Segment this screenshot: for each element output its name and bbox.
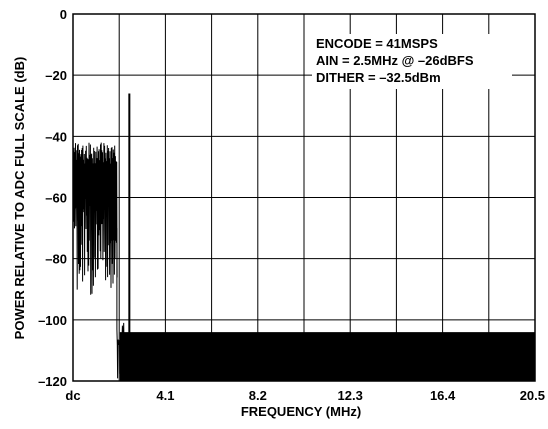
annotation-ain: AIN = 2.5MHz @ –26dBFS (316, 53, 474, 68)
annotation-encode: ENCODE = 41MSPS (316, 36, 438, 51)
y-tick-label: –100 (38, 313, 67, 328)
y-tick-labels: 0 –20 –40 –60 –80 –100 –120 (38, 7, 67, 389)
y-tick-label: 0 (60, 7, 67, 22)
x-tick-label: 20.5 (520, 388, 545, 403)
x-tick-label: 16.4 (430, 388, 456, 403)
x-tick-labels: dc 4.1 8.2 12.3 16.4 20.5 (65, 388, 545, 403)
annotation-box (312, 34, 512, 89)
y-axis-label: POWER RELATIVE TO ADC FULL SCALE (dB) (12, 57, 27, 340)
y-tick-label: –40 (45, 129, 67, 144)
y-tick-label: –20 (45, 68, 67, 83)
y-tick-label: –120 (38, 374, 67, 389)
x-tick-label: dc (65, 388, 80, 403)
spectrum-trace (73, 93, 536, 381)
x-axis-label: FREQUENCY (MHz) (241, 404, 361, 419)
plot-frame (72, 13, 536, 382)
dither-rolloff (116, 228, 126, 379)
y-tick-label: –60 (45, 191, 67, 206)
annotation-dither: DITHER = –32.5dBm (316, 70, 441, 85)
x-tick-label: 4.1 (156, 388, 174, 403)
x-tick-label: 12.3 (338, 388, 363, 403)
noise-floor-band (120, 350, 535, 381)
x-tick-label: 8.2 (249, 388, 267, 403)
y-tick-label: –80 (45, 252, 67, 267)
dither-band (73, 142, 118, 295)
